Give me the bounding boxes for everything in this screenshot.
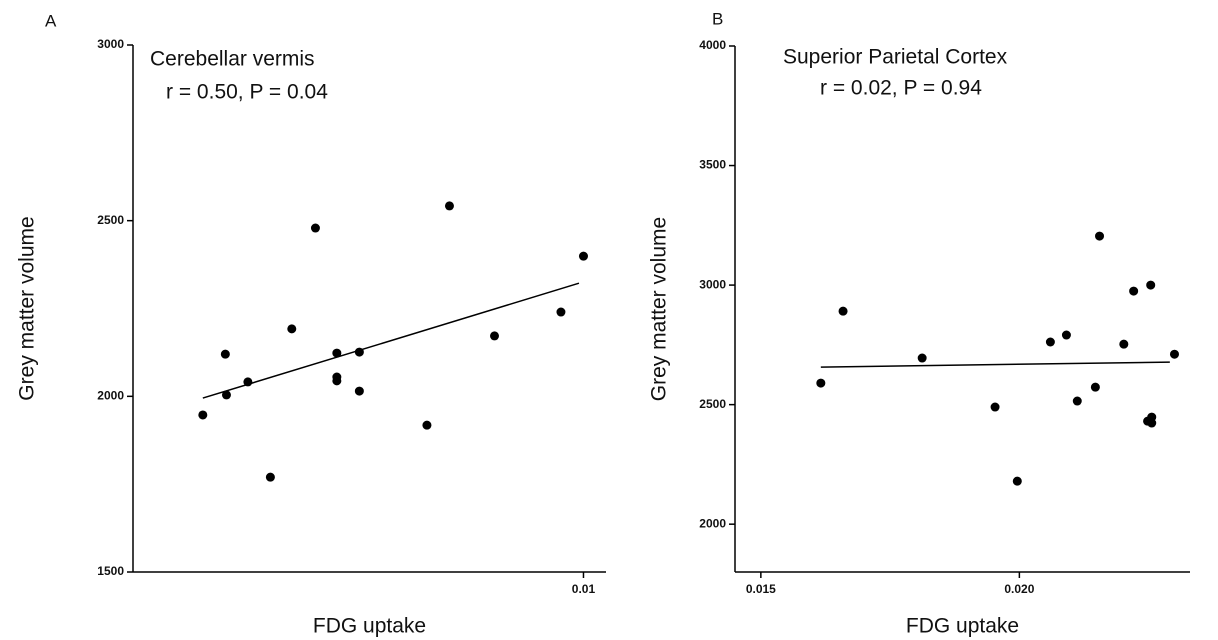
data-point (221, 390, 231, 400)
data-point (1045, 337, 1055, 347)
data-point (1147, 418, 1157, 428)
regression-line (820, 361, 1170, 368)
y-tick-label: 3000 (97, 37, 124, 51)
data-point (1061, 330, 1071, 340)
data-point (838, 306, 848, 316)
x-axis-label: FDG uptake (906, 615, 1019, 638)
data-point (1072, 396, 1082, 406)
y-tick-label: 4000 (699, 38, 726, 52)
y-tick-label: 2500 (699, 397, 726, 411)
x-tick-label: 0.020 (1004, 582, 1034, 596)
y-axis-label: Grey matter volume (16, 216, 39, 400)
chart-title: Cerebellar vermis (150, 48, 315, 71)
data-point (354, 386, 364, 396)
data-point (578, 251, 588, 261)
x-axis-label: FDG uptake (313, 615, 426, 638)
y-tick-label: 3000 (699, 277, 726, 291)
data-point (1012, 476, 1022, 486)
y-tick-label: 1500 (97, 564, 124, 578)
panel-label: A (45, 11, 57, 30)
data-point (1090, 382, 1100, 392)
annotation: r = 0.02, P = 0.94 (820, 77, 982, 100)
data-point (332, 348, 342, 358)
data-point (332, 376, 342, 386)
data-point (310, 223, 320, 233)
data-point (990, 402, 1000, 412)
data-point (265, 472, 275, 482)
data-point (287, 324, 297, 334)
data-point (1119, 339, 1129, 349)
chart-title: Superior Parietal Cortex (783, 46, 1008, 69)
data-point (1146, 280, 1156, 290)
x-tick-label: 0.01 (572, 582, 596, 596)
y-axis-label: Grey matter volume (648, 217, 671, 401)
regression-line (202, 282, 580, 399)
data-point (198, 410, 208, 420)
data-point (490, 331, 500, 341)
data-point (556, 307, 566, 317)
data-point (1169, 349, 1179, 359)
data-point (422, 420, 432, 430)
data-point (220, 349, 230, 359)
data-point (1129, 286, 1139, 296)
y-tick-label: 2000 (97, 389, 124, 403)
data-point (816, 378, 826, 388)
y-tick-label: 3500 (699, 158, 726, 172)
annotation: r = 0.50, P = 0.04 (166, 81, 328, 104)
data-point (917, 353, 927, 363)
x-tick-label: 0.015 (746, 582, 776, 596)
data-point (1095, 231, 1105, 241)
data-point (444, 201, 454, 211)
y-tick-label: 2500 (97, 213, 124, 227)
y-tick-label: 2000 (699, 516, 726, 530)
panel-label: B (712, 9, 723, 28)
